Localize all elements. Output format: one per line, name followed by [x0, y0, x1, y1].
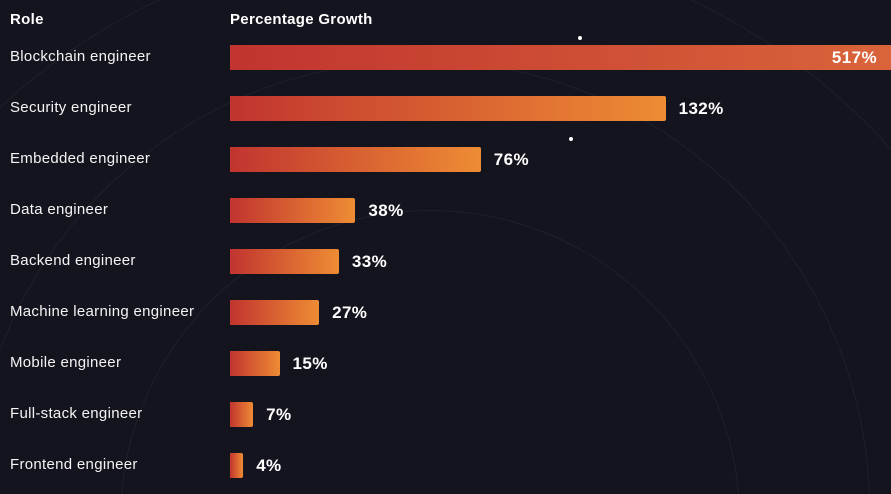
role-label: Mobile engineer — [10, 354, 122, 372]
value-label: 132% — [678, 98, 724, 118]
bar — [230, 249, 339, 274]
role-label: Frontend engineer — [10, 456, 138, 474]
bar — [230, 96, 666, 121]
bar — [230, 147, 481, 172]
chart-row: Machine learning engineer 27% — [0, 287, 891, 338]
role-label: Blockchain engineer — [10, 48, 151, 66]
bar-track: 33% — [230, 236, 891, 287]
bar-track: 76% — [230, 134, 891, 185]
value-label: 27% — [332, 302, 368, 322]
bar — [230, 300, 320, 325]
chart-row: Mobile engineer 15% — [0, 338, 891, 389]
bar — [230, 453, 244, 478]
chart-row: Blockchain engineer 517% — [0, 32, 891, 83]
value-label: 76% — [493, 149, 530, 169]
role-label: Data engineer — [10, 201, 109, 219]
bar-track: 27% — [230, 287, 891, 338]
bar — [230, 198, 356, 223]
role-label: Full-stack engineer — [10, 405, 143, 423]
bar — [230, 402, 254, 427]
role-label: Backend engineer — [10, 252, 136, 270]
role-label: Machine learning engineer — [10, 303, 195, 321]
chart-row: Embedded engineer 76% — [0, 134, 891, 185]
chart-row: Data engineer 38% — [0, 185, 891, 236]
bar-track: 15% — [230, 338, 891, 389]
bar-track: 38% — [230, 185, 891, 236]
growth-column-header: Percentage Growth — [230, 10, 373, 28]
chart-row: Full-stack engineer 7% — [0, 389, 891, 440]
chart-rows: Blockchain engineer 517% Security engineer… — [0, 32, 891, 494]
bar-track: 4% — [230, 440, 891, 491]
role-label: Embedded engineer — [10, 150, 151, 168]
value-label: 15% — [292, 353, 328, 373]
bar-track: 132% — [230, 83, 891, 134]
chart-row: Frontend engineer 4% — [0, 440, 891, 491]
chart-row: Security engineer 132% — [0, 83, 891, 134]
value-label: 33% — [351, 251, 388, 271]
bar-track: 517% — [230, 32, 891, 83]
role-column-header: Role — [10, 10, 44, 28]
value-label: 38% — [368, 200, 404, 220]
value-label: 7% — [266, 404, 292, 424]
chart-header: Role Percentage Growth — [0, 6, 891, 32]
chart-row: Backend engineer 33% — [0, 236, 891, 287]
bar — [230, 45, 891, 70]
role-label: Security engineer — [10, 99, 132, 117]
bar-track: 7% — [230, 389, 891, 440]
bar — [230, 351, 280, 376]
value-label: 517% — [831, 47, 877, 67]
value-label: 4% — [256, 455, 282, 475]
